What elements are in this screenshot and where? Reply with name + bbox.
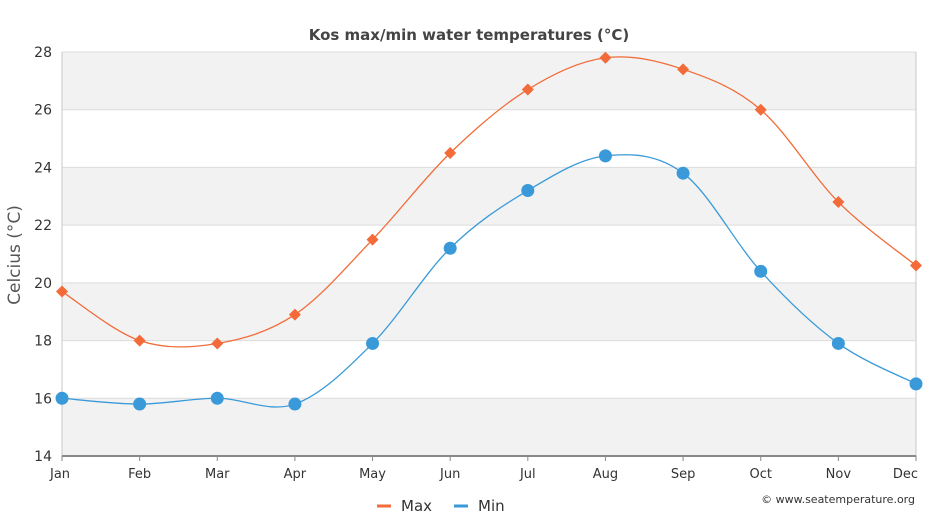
data-point-max[interactable] <box>288 308 301 321</box>
data-point-min[interactable] <box>831 336 845 350</box>
data-point-max[interactable] <box>133 334 146 347</box>
credit-text: © www.seatemperature.org <box>761 493 915 506</box>
data-point-max[interactable] <box>366 233 379 246</box>
series-markers <box>55 51 923 411</box>
y-tick-label: 20 <box>34 276 52 292</box>
x-tick-label: Feb <box>128 467 151 482</box>
data-point-min[interactable] <box>133 397 147 411</box>
legend-item-max[interactable]: Max <box>377 497 432 515</box>
y-tick-label: 14 <box>34 449 52 465</box>
data-point-max[interactable] <box>754 103 767 116</box>
data-point-max[interactable] <box>910 259 922 272</box>
y-tick-label: 18 <box>34 334 52 350</box>
x-tick-label: May <box>359 467 386 482</box>
data-point-min[interactable] <box>366 336 380 350</box>
x-tick-label: Dec <box>893 467 918 482</box>
plot-band <box>62 282 916 341</box>
x-tick-label: Aug <box>593 467 618 482</box>
gridlines <box>62 51 916 457</box>
x-tick-label: Oct <box>749 467 771 482</box>
data-point-max[interactable] <box>599 51 612 64</box>
chart-title: Kos max/min water temperatures (°C) <box>309 26 630 44</box>
data-point-min[interactable] <box>676 166 690 180</box>
y-tick-label: 24 <box>34 160 52 176</box>
plot-background-bands <box>62 52 916 456</box>
x-tick-label: Mar <box>205 467 230 482</box>
x-tick-labels: Jan Feb Mar Apr May Jun Jul Aug Sep Oct Nov Dec <box>49 467 918 482</box>
data-point-min[interactable] <box>443 241 457 255</box>
x-tick-label: Sep <box>671 467 696 482</box>
x-tick-label: Jan <box>49 467 70 482</box>
y-tick-label: 26 <box>34 103 52 119</box>
legend-label: Min <box>478 497 505 515</box>
data-point-min[interactable] <box>521 184 535 198</box>
data-point-max[interactable] <box>56 285 68 298</box>
plot-band <box>62 398 916 456</box>
y-axis-label: Celcius (°C) <box>5 205 25 305</box>
plot-band <box>62 52 916 110</box>
legend[interactable]: Max Min <box>377 497 505 515</box>
y-tick-label: 28 <box>34 45 52 61</box>
data-point-max[interactable] <box>521 83 534 96</box>
x-tick-label: Apr <box>284 467 307 482</box>
data-point-min[interactable] <box>909 377 923 391</box>
data-point-min[interactable] <box>598 149 612 163</box>
data-point-min[interactable] <box>210 391 224 405</box>
data-point-max[interactable] <box>211 337 224 350</box>
data-point-max[interactable] <box>444 147 457 159</box>
legend-label: Max <box>401 497 432 515</box>
data-point-max[interactable] <box>832 196 845 209</box>
y-tick-label: 16 <box>34 391 52 407</box>
y-tick-label: 22 <box>34 218 52 234</box>
data-point-min[interactable] <box>754 264 768 278</box>
x-tick-label: Jun <box>439 467 460 482</box>
data-point-min[interactable] <box>288 397 302 411</box>
data-point-max[interactable] <box>677 63 690 76</box>
x-tick-label: Jul <box>519 467 536 482</box>
legend-item-min[interactable]: Min <box>454 497 505 515</box>
y-tick-labels: 14 16 18 20 22 24 26 28 <box>34 45 52 465</box>
data-point-min[interactable] <box>55 391 69 405</box>
x-tick-label: Nov <box>826 467 852 482</box>
